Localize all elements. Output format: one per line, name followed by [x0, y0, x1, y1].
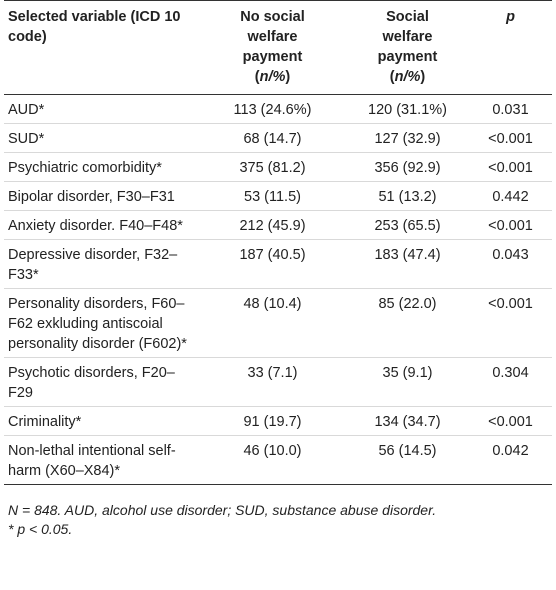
- header-variable: Selected variable (ICD 10 code): [4, 0, 199, 95]
- row-payment: 85 (22.0): [346, 288, 469, 358]
- row-p-value: <0.001: [469, 210, 552, 240]
- row-payment: 120 (31.1%): [346, 94, 469, 124]
- row-no-payment: 53 (11.5): [199, 181, 346, 211]
- row-variable: SUD*: [4, 123, 199, 153]
- row-p-value: 0.042: [469, 435, 552, 485]
- row-variable: Non-lethal intentional self-harm (X60–X8…: [4, 435, 199, 485]
- footnote-n: N = 848. AUD, alcohol use disorder; SUD,…: [8, 502, 437, 518]
- row-p-value: 0.031: [469, 94, 552, 124]
- table-row: Bipolar disorder, F30–F31 53 (11.5) 51 (13…: [4, 181, 552, 211]
- row-no-payment: 375 (81.2): [199, 152, 346, 182]
- footnote-significance: * p < 0.05.: [8, 521, 73, 537]
- header-row: Selected variable (ICD 10 code) No socia…: [4, 0, 552, 95]
- header-p-label: p: [506, 9, 515, 25]
- row-variable: Depressive disorder, F32–F33*: [4, 239, 199, 289]
- row-payment: 356 (92.9): [346, 152, 469, 182]
- row-payment: 127 (32.9): [346, 123, 469, 153]
- row-p-value: <0.001: [469, 152, 552, 182]
- header-payment-label: Social welfare payment: [377, 9, 438, 65]
- header-no-payment-unit: n/%: [259, 69, 286, 85]
- header-payment-unit: n/%: [394, 69, 421, 85]
- row-no-payment: 113 (24.6%): [199, 94, 346, 124]
- table-row: Anxiety disorder. F40–F48* 212 (45.9) 253 …: [4, 210, 552, 240]
- table-row: Personality disorders, F60–F62 exkluding…: [4, 288, 552, 358]
- header-variable-label: Selected variable (ICD 10 code): [8, 9, 181, 45]
- row-p-value: <0.001: [469, 406, 552, 436]
- row-no-payment: 91 (19.7): [199, 406, 346, 436]
- table-notes: N = 848. AUD, alcohol use disorder; SUD,…: [4, 501, 552, 539]
- row-no-payment: 33 (7.1): [199, 357, 346, 407]
- table-row: AUD* 113 (24.6%) 120 (31.1%) 0.031: [4, 94, 552, 124]
- table-row: Non-lethal intentional self-harm (X60–X8…: [4, 435, 552, 485]
- row-payment: 183 (47.4): [346, 239, 469, 289]
- header-no-payment: No social welfare payment (n/%): [199, 0, 346, 95]
- row-variable: Anxiety disorder. F40–F48*: [4, 210, 199, 240]
- row-payment: 134 (34.7): [346, 406, 469, 436]
- table-row: Criminality* 91 (19.7) 134 (34.7) <0.001: [4, 406, 552, 436]
- data-table: Selected variable (ICD 10 code) No socia…: [4, 0, 552, 485]
- table-container: Selected variable (ICD 10 code) No socia…: [4, 0, 552, 539]
- header-no-payment-label: No social welfare payment: [240, 9, 305, 65]
- row-p-value: <0.001: [469, 123, 552, 153]
- row-payment: 35 (9.1): [346, 357, 469, 407]
- row-payment: 51 (13.2): [346, 181, 469, 211]
- row-no-payment: 212 (45.9): [199, 210, 346, 240]
- row-p-value: 0.304: [469, 357, 552, 407]
- header-p: p: [469, 0, 552, 95]
- table-row: Depressive disorder, F32–F33* 187 (40.5) 1…: [4, 239, 552, 289]
- row-p-value: 0.442: [469, 181, 552, 211]
- row-variable: AUD*: [4, 94, 199, 124]
- row-p-value: 0.043: [469, 239, 552, 289]
- header-payment: Social welfare payment (n/%): [346, 0, 469, 95]
- row-payment: 253 (65.5): [346, 210, 469, 240]
- row-no-payment: 187 (40.5): [199, 239, 346, 289]
- row-variable: Bipolar disorder, F30–F31: [4, 181, 199, 211]
- table-row: SUD* 68 (14.7) 127 (32.9) <0.001: [4, 123, 552, 153]
- row-variable: Criminality*: [4, 406, 199, 436]
- row-variable: Personality disorders, F60–F62 exkluding…: [4, 288, 199, 358]
- table-row: Psychotic disorders, F20–F29 33 (7.1) 35 (…: [4, 357, 552, 407]
- row-p-value: <0.001: [469, 288, 552, 358]
- row-payment: 56 (14.5): [346, 435, 469, 485]
- row-no-payment: 48 (10.4): [199, 288, 346, 358]
- row-variable: Psychiatric comorbidity*: [4, 152, 199, 182]
- table-row: Psychiatric comorbidity* 375 (81.2) 356 (9…: [4, 152, 552, 182]
- row-variable: Psychotic disorders, F20–F29: [4, 357, 199, 407]
- row-no-payment: 68 (14.7): [199, 123, 346, 153]
- row-no-payment: 46 (10.0): [199, 435, 346, 485]
